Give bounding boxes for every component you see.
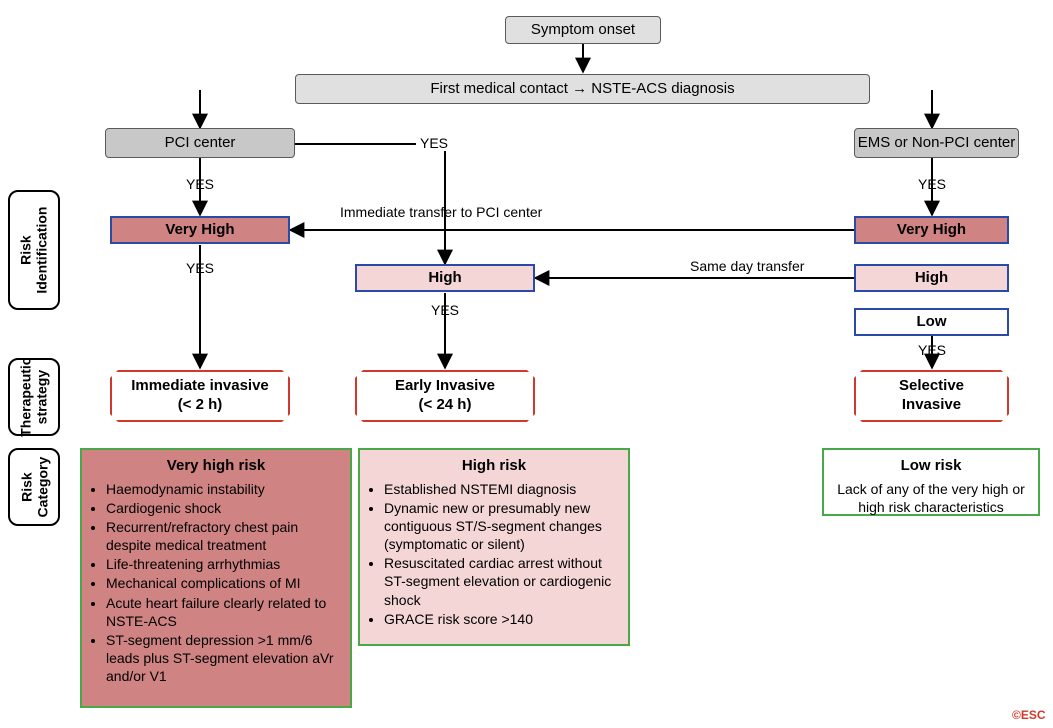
node-first-medical-contact: First medical contact → NSTE-ACS diagnos… bbox=[295, 74, 870, 104]
category-text: Lack of any of the very high or high ris… bbox=[837, 481, 1025, 515]
edge-label-yes: YES bbox=[918, 176, 946, 192]
category-item: GRACE risk score >140 bbox=[384, 610, 618, 628]
node-high-right: High bbox=[854, 264, 1009, 292]
edge-label-yes: YES bbox=[918, 342, 946, 358]
node-selective-invasive: SelectiveInvasive bbox=[854, 370, 1009, 422]
node-low-right: Low bbox=[854, 308, 1009, 336]
category-item: Acute heart failure clearly related to N… bbox=[106, 594, 340, 630]
category-high-risk: High risk Established NSTEMI diagnosisDy… bbox=[358, 448, 630, 646]
edge-label-transfer-immediate: Immediate transfer to PCI center bbox=[340, 204, 542, 220]
node-very-high-left: Very High bbox=[110, 216, 290, 244]
edge-label-yes: YES bbox=[186, 176, 214, 192]
flowchart-stage: Symptom onset First medical contact → NS… bbox=[0, 0, 1053, 728]
node-label: PCI center bbox=[165, 134, 236, 152]
side-label-therapeutic-strategy: Therapeuticstrategy bbox=[8, 358, 60, 436]
node-immediate-invasive: Immediate invasive(< 2 h) bbox=[110, 370, 290, 422]
node-very-high-right: Very High bbox=[854, 216, 1009, 244]
category-item: Dynamic new or presumably new contiguous… bbox=[384, 499, 618, 554]
category-title: Very high risk bbox=[92, 456, 340, 476]
edge-label-yes: YES bbox=[186, 260, 214, 276]
node-ems-non-pci: EMS or Non-PCI center bbox=[854, 128, 1019, 158]
category-items: Established NSTEMI diagnosisDynamic new … bbox=[370, 480, 618, 629]
category-item: Established NSTEMI diagnosis bbox=[384, 480, 618, 498]
node-label: Symptom onset bbox=[531, 21, 635, 39]
category-item: Mechanical complications of MI bbox=[106, 574, 340, 592]
node-label: Early Invasive(< 24 h) bbox=[395, 377, 495, 415]
node-label: Immediate invasive(< 2 h) bbox=[131, 377, 269, 415]
category-item: Cardiogenic shock bbox=[106, 499, 340, 517]
edge-label-yes: YES bbox=[431, 302, 459, 318]
node-label: High bbox=[915, 269, 948, 287]
category-items: Haemodynamic instabilityCardiogenic shoc… bbox=[92, 480, 340, 686]
node-pci-center: PCI center bbox=[105, 128, 295, 158]
edge-label-yes: YES bbox=[416, 135, 452, 151]
side-label-risk-identification: RiskIdentification bbox=[8, 190, 60, 310]
category-low-risk: Low risk Lack of any of the very high or… bbox=[822, 448, 1040, 516]
category-item: Life-threatening arrhythmias bbox=[106, 555, 340, 573]
node-label: High bbox=[428, 269, 461, 287]
category-item: Resuscitated cardiac arrest without ST-s… bbox=[384, 554, 618, 609]
node-early-invasive: Early Invasive(< 24 h) bbox=[355, 370, 535, 422]
node-high-center: High bbox=[355, 264, 535, 292]
category-title: High risk bbox=[370, 456, 618, 476]
node-symptom-onset: Symptom onset bbox=[505, 16, 661, 44]
node-label: EMS or Non-PCI center bbox=[858, 134, 1016, 152]
node-label: SelectiveInvasive bbox=[899, 377, 964, 415]
category-item: Haemodynamic instability bbox=[106, 480, 340, 498]
node-label: First medical contact → NSTE-ACS diagnos… bbox=[430, 80, 734, 98]
category-item: Recurrent/refractory chest pain despite … bbox=[106, 518, 340, 554]
node-label: Very High bbox=[165, 221, 234, 239]
category-title: Low risk bbox=[834, 456, 1028, 476]
side-label-risk-category: RiskCategory bbox=[8, 448, 60, 526]
edge-label-transfer-sameday: Same day transfer bbox=[690, 258, 804, 274]
node-label: Very High bbox=[897, 221, 966, 239]
footer-esc: ©ESC bbox=[1012, 708, 1046, 722]
category-item: ST-segment depression >1 mm/6 leads plus… bbox=[106, 631, 340, 686]
category-very-high-risk: Very high risk Haemodynamic instabilityC… bbox=[80, 448, 352, 708]
node-label: Low bbox=[917, 313, 947, 331]
